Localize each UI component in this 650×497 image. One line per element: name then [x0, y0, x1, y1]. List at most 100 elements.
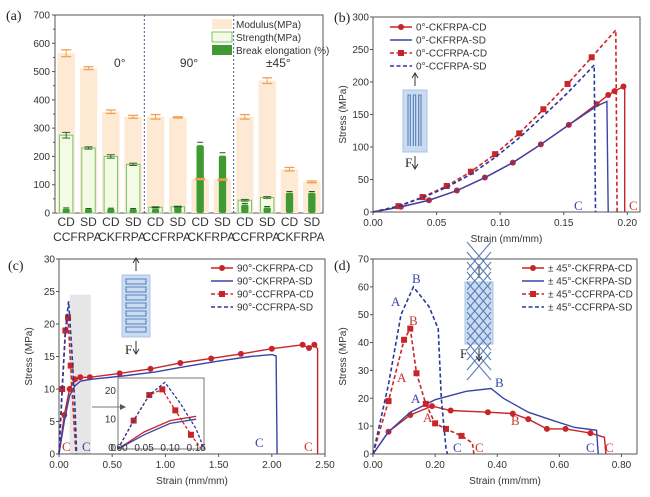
inset-x-tick-label: 0.05 [134, 443, 154, 454]
data-point [66, 386, 73, 392]
series-line [372, 100, 609, 213]
annotation-d: B [412, 271, 421, 286]
legend-marker-c [219, 291, 225, 297]
x-tick-label-b: 0.05 [427, 218, 447, 229]
legend-marker-b [398, 24, 404, 30]
legend-label-b: 0°-CKFRPA-SD [416, 36, 486, 47]
annotation-c: C [82, 439, 91, 454]
x-axis-label-d: Strain (mm/mm) [469, 476, 541, 487]
data-point [525, 416, 532, 423]
y-tick-label-b: 150 [352, 110, 369, 121]
legend-label-b: 0°-CCFRPA-CD [416, 49, 487, 60]
inset-data-point [172, 407, 179, 414]
inset-y-tick-label: 10 [105, 415, 117, 426]
annotation-d: C [605, 440, 614, 455]
x-tick-label-b: 0.00 [363, 218, 383, 229]
x-tick-label-a: CD [57, 215, 75, 229]
x-tick-label-b: 0.10 [490, 218, 510, 229]
data-point [509, 410, 516, 417]
data-point [492, 151, 499, 158]
inset-x-tick-label: 0.15 [186, 443, 206, 454]
group-label-a: CCFRPA [53, 230, 101, 244]
x-tick-label-a: SD [214, 215, 231, 229]
panel-a [52, 14, 324, 214]
inset-data-point [159, 386, 166, 393]
y-tick-label-c: 10 [44, 385, 56, 396]
inset-x-tick-label: 0.10 [160, 443, 180, 454]
y-axis-label-b: Stress (MPa) [338, 85, 349, 143]
bar-elongation [107, 208, 115, 213]
legend-label-b: 0°-CKFRPA-CD [416, 23, 486, 34]
inset-y-tick-label: 20 [105, 386, 117, 397]
legend-label-c: 90°-CCFRPA-SD [237, 303, 313, 314]
legend-label-c: 90°-CKFRPA-SD [237, 277, 313, 288]
x-tick-label-a: CD [191, 215, 209, 229]
y-tick-label-d: 0 [363, 450, 369, 461]
x-tick-label-a: SD [80, 215, 97, 229]
arrow-head-icon [475, 355, 483, 362]
y-axis-label-d: Stress (MPa) [338, 327, 349, 385]
data-point [458, 432, 465, 439]
legend-label-d: ± 45°-CCFRPA-SD [548, 303, 632, 314]
legend-swatch-a [211, 31, 233, 43]
arrow-head-icon [132, 257, 140, 264]
inset-series-line [117, 415, 197, 450]
series-line [58, 301, 78, 455]
fiber-path-icon [125, 278, 147, 333]
arrow-head-icon [411, 72, 419, 79]
bar-modulus [258, 80, 276, 213]
data-point [543, 425, 550, 432]
bar-elongation [218, 155, 227, 213]
bar-elongation [241, 204, 249, 213]
bar-strength [81, 147, 96, 214]
panel-c [56, 257, 326, 457]
specimen-icon [402, 89, 428, 153]
x-tick-label-a: SD [125, 215, 142, 229]
legend-marker-d [530, 265, 536, 271]
annotation-d: C [586, 440, 595, 455]
bar-elongation [62, 208, 70, 213]
legend-label-c: 90°-CCFRPA-CD [237, 290, 314, 301]
bar-elongation [308, 192, 316, 213]
data-point [443, 183, 450, 189]
y-tick-label-c: 30 [44, 255, 56, 266]
bar-elongation [263, 207, 271, 213]
data-point [442, 425, 449, 432]
y-tick-label-c: 20 [44, 320, 56, 331]
legend-marker-c [219, 265, 225, 271]
y-tick-label-c: 5 [49, 417, 55, 428]
y-tick-label-a: 600 [33, 39, 50, 50]
axes-frame-d [372, 258, 638, 455]
section-label-a: 90° [180, 56, 198, 70]
data-point [587, 430, 594, 437]
panel-label-a: (a) [6, 9, 22, 24]
inset-series-line [117, 418, 197, 450]
data-point [177, 360, 184, 366]
annotation-d: C [475, 440, 484, 455]
annotation-d: B [495, 375, 504, 390]
data-point [237, 350, 244, 357]
y-tick-label-c: 0 [49, 450, 55, 461]
data-point [311, 341, 318, 348]
series-line [372, 387, 599, 455]
annotation-d: C [453, 440, 462, 455]
data-point [419, 194, 426, 201]
data-point [77, 374, 84, 381]
group-label-a: CKFRPA [98, 230, 146, 244]
data-point [588, 54, 595, 61]
y-tick-label-a: 0 [44, 209, 50, 220]
data-point [116, 370, 123, 377]
annotation-d: A [423, 410, 433, 425]
annotation-force-b: F [405, 155, 412, 170]
arrow-head-icon [411, 163, 419, 170]
x-tick-label-a: CD [236, 215, 254, 229]
data-point [467, 168, 474, 175]
legend-label-a: Modulus(MPa) [236, 20, 301, 31]
y-tick-label-d: 30 [358, 366, 370, 377]
group-label-a: CCFRPA [232, 230, 280, 244]
y-tick-label-d: 10 [358, 422, 370, 433]
x-tick-label-c: 0.50 [102, 460, 122, 471]
x-tick-label-c: 1.00 [156, 460, 176, 471]
x-tick-label-d: 0.20 [425, 460, 445, 471]
